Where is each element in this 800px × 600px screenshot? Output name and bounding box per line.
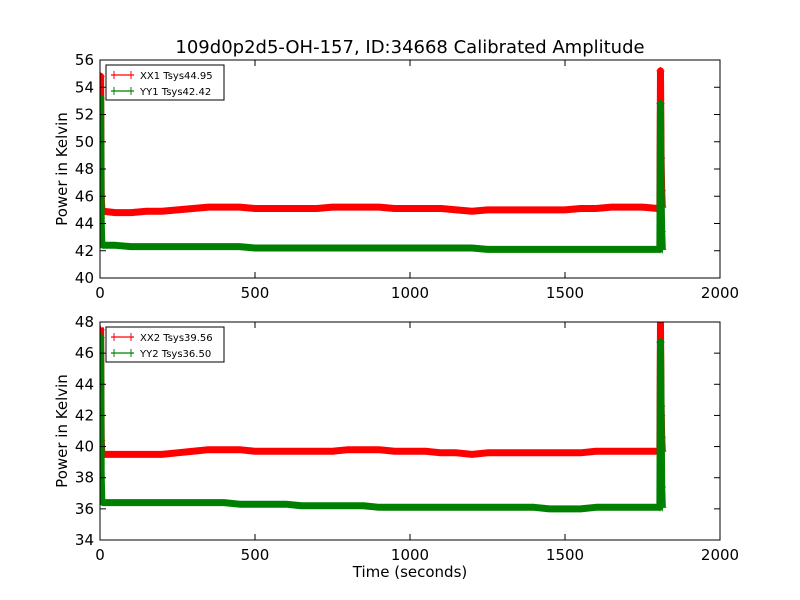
data-point (100, 94, 105, 103)
legend-box (105, 326, 225, 363)
data-point (100, 324, 104, 333)
y-tick-label: 46 (75, 187, 94, 205)
y-tick-label: 34 (75, 531, 94, 549)
data-point (658, 245, 667, 254)
legend-item: YY2 Tsys36.50 (111, 349, 211, 360)
x-tick-label: 1000 (391, 546, 429, 564)
y-tick-label: 48 (75, 160, 94, 178)
data-point (100, 72, 105, 81)
x-tick-label: 1500 (546, 284, 584, 302)
legend-box (105, 64, 225, 101)
legend: XX1 Tsys44.95 YY1 Tsys42.42 (105, 64, 225, 101)
data-point (656, 66, 665, 75)
y-axis-title: Power in Kelvin (53, 112, 71, 226)
x-tick-label: 2000 (701, 546, 739, 564)
y-tick-label: 42 (75, 406, 94, 424)
x-tick-label: 500 (241, 284, 270, 302)
legend-item: YY1 Tsys42.42 (111, 87, 211, 98)
x-tick-label: 0 (95, 284, 105, 302)
y-tick-label: 42 (75, 242, 94, 260)
data-point (656, 99, 665, 108)
data-point (656, 322, 665, 326)
data-point (100, 336, 104, 345)
legend-item: XX2 Tsys39.56 (111, 333, 213, 344)
data-point (100, 497, 106, 506)
x-tick-label: 500 (241, 546, 270, 564)
x-tick-label: 0 (95, 546, 105, 564)
y-tick-label: 40 (75, 269, 94, 287)
series-line-core (100, 322, 664, 456)
y-tick-label: 48 (75, 313, 94, 331)
series-line-core (100, 337, 664, 510)
x-tick-label: 2000 (701, 284, 739, 302)
top-subplot: 0 500 1000 1500 2000 40 42 44 46 48 50 52 54 56 Power … (53, 51, 739, 302)
y-tick-label: 50 (75, 133, 94, 151)
data-point (100, 96, 104, 105)
legend-label: YY1 Tsys42.42 (139, 87, 211, 98)
series-line-core (100, 98, 664, 251)
y-tick-label: 36 (75, 500, 94, 518)
data-point (100, 76, 104, 85)
data-point (658, 503, 667, 512)
y-tick-label: 56 (75, 51, 94, 69)
data-point (100, 325, 105, 334)
data-point (657, 192, 666, 201)
y-axis-title: Power in Kelvin (53, 374, 71, 488)
data-point (657, 227, 666, 236)
y-tick-label: 44 (75, 215, 94, 233)
chart-title: 109d0p2d5-OH-157, ID:34668 Calibrated Am… (175, 37, 644, 58)
legend: XX2 Tsys39.56 YY2 Tsys36.50 (105, 326, 225, 363)
y-tick-label: 52 (75, 106, 94, 124)
legend-label: XX2 Tsys39.56 (140, 333, 213, 344)
y-tick-label: 46 (75, 344, 94, 362)
data-point (100, 333, 105, 342)
x-tick-label: 1500 (546, 546, 584, 564)
legend-item: XX1 Tsys44.95 (111, 71, 213, 82)
x-tick-label: 1000 (391, 284, 429, 302)
y-tick-label: 44 (75, 375, 94, 393)
series-2 (100, 333, 667, 513)
data-point (100, 239, 106, 248)
bottom-subplot: 0 500 1000 1500 2000 34 36 38 40 42 44 46 48 Power in… (53, 313, 739, 581)
y-tick-label: 38 (75, 469, 94, 487)
data-point (657, 483, 666, 492)
data-point (657, 411, 666, 420)
y-tick-label: 54 (75, 78, 94, 96)
x-axis-title: Time (seconds) (352, 563, 468, 581)
y-tick-label: 40 (75, 438, 94, 456)
legend-label: XX1 Tsys44.95 (140, 71, 213, 82)
data-point (656, 338, 665, 347)
legend-label: YY2 Tsys36.50 (139, 349, 211, 360)
series-line-core (100, 70, 664, 214)
